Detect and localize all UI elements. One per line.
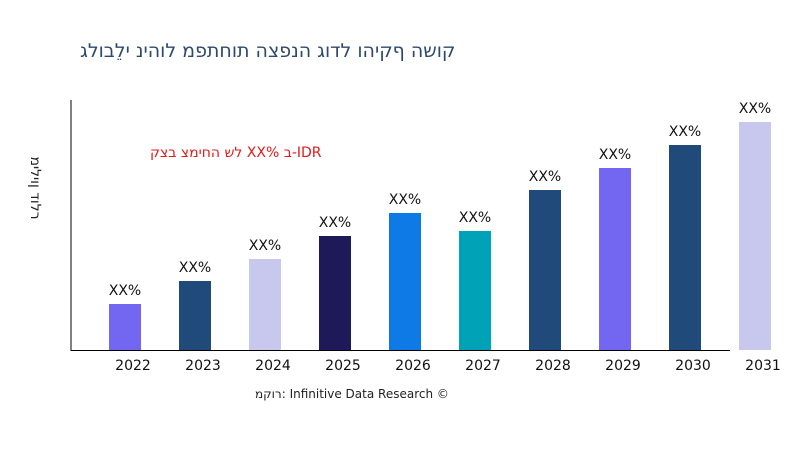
x-tick-label-2031: 2031 xyxy=(745,358,781,374)
x-tick-label-2025: 2025 xyxy=(325,358,361,374)
x-tick-label-2024: 2024 xyxy=(255,358,291,374)
bar-2022 xyxy=(109,304,141,350)
x-tick-label-2027: 2027 xyxy=(465,358,501,374)
x-tick-label-2029: 2029 xyxy=(605,358,641,374)
data-label-2028: XX% xyxy=(529,169,561,185)
data-label-2031: XX% xyxy=(739,101,771,117)
bar-2031 xyxy=(739,122,771,350)
bar-2025 xyxy=(319,236,351,350)
bar-2024 xyxy=(249,259,281,350)
chart-title: קושה ףקיהו לדוג הנפצה תוחתפמ לוהינ ילֵבו… xyxy=(80,40,456,62)
bar-2026 xyxy=(389,213,421,350)
data-label-2024: XX% xyxy=(249,238,281,254)
data-label-2023: XX% xyxy=(179,260,211,276)
x-tick-label-2028: 2028 xyxy=(535,358,571,374)
x-tick-label-2023: 2023 xyxy=(185,358,221,374)
bar-2029 xyxy=(599,168,631,350)
x-tick-label-2026: 2026 xyxy=(395,358,431,374)
data-label-2025: XX% xyxy=(319,215,351,231)
data-label-2026: XX% xyxy=(389,192,421,208)
bar-2028 xyxy=(529,190,561,350)
data-label-2030: XX% xyxy=(669,124,701,140)
data-label-2027: XX% xyxy=(459,210,491,226)
x-tick-label-2030: 2030 xyxy=(675,358,711,374)
data-label-2022: XX% xyxy=(109,283,141,299)
bar-2030 xyxy=(669,145,701,350)
bar-2023 xyxy=(179,281,211,350)
bar-2027 xyxy=(459,231,491,350)
growth-annotation: לש החימצ בצק XX% ב-IDR xyxy=(150,145,322,161)
x-tick-label-2022: 2022 xyxy=(115,358,151,374)
source-note: רוקמ: Infinitive Data Research © xyxy=(255,387,449,401)
data-label-2029: XX% xyxy=(599,147,631,163)
